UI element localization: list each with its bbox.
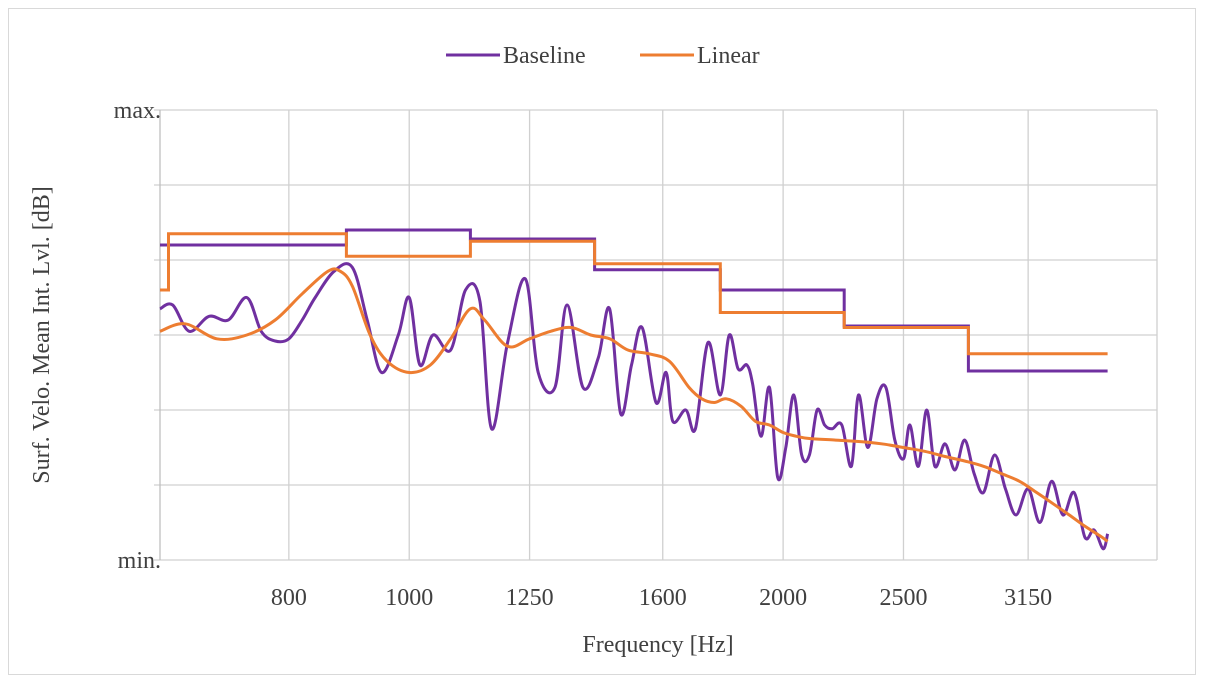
- x-tick-label: 1250: [506, 585, 554, 611]
- x-tick-label: 1000: [385, 585, 433, 611]
- x-axis-title: Frequency [Hz]: [582, 632, 733, 658]
- x-tick-label: 2500: [879, 585, 927, 611]
- grid-lines: [154, 109, 1158, 561]
- series-linear-spectrum-line: [159, 267, 1109, 543]
- series-linear-band-step: [160, 232, 1108, 356]
- legend-label-baseline: Baseline: [503, 43, 586, 69]
- y-axis-title: Surf. Velo. Mean Int. Lvl. [dB]: [29, 186, 55, 484]
- series-lines: [159, 228, 1110, 551]
- legend: Baseline Linear: [446, 43, 760, 69]
- x-tick-label: 2000: [759, 585, 807, 611]
- x-tick-label: 3150: [1004, 585, 1052, 611]
- tick-labels: 800 1000 1250 1600 2000 2500 3150 max. min.: [114, 98, 1052, 611]
- x-tick-label: 1600: [639, 585, 687, 611]
- series-baseline-spectrum-line: [159, 262, 1110, 551]
- x-tick-label: 800: [271, 585, 307, 611]
- y-tick-label: max.: [114, 98, 161, 124]
- y-tick-label: min.: [118, 548, 161, 574]
- legend-label-linear: Linear: [697, 43, 760, 69]
